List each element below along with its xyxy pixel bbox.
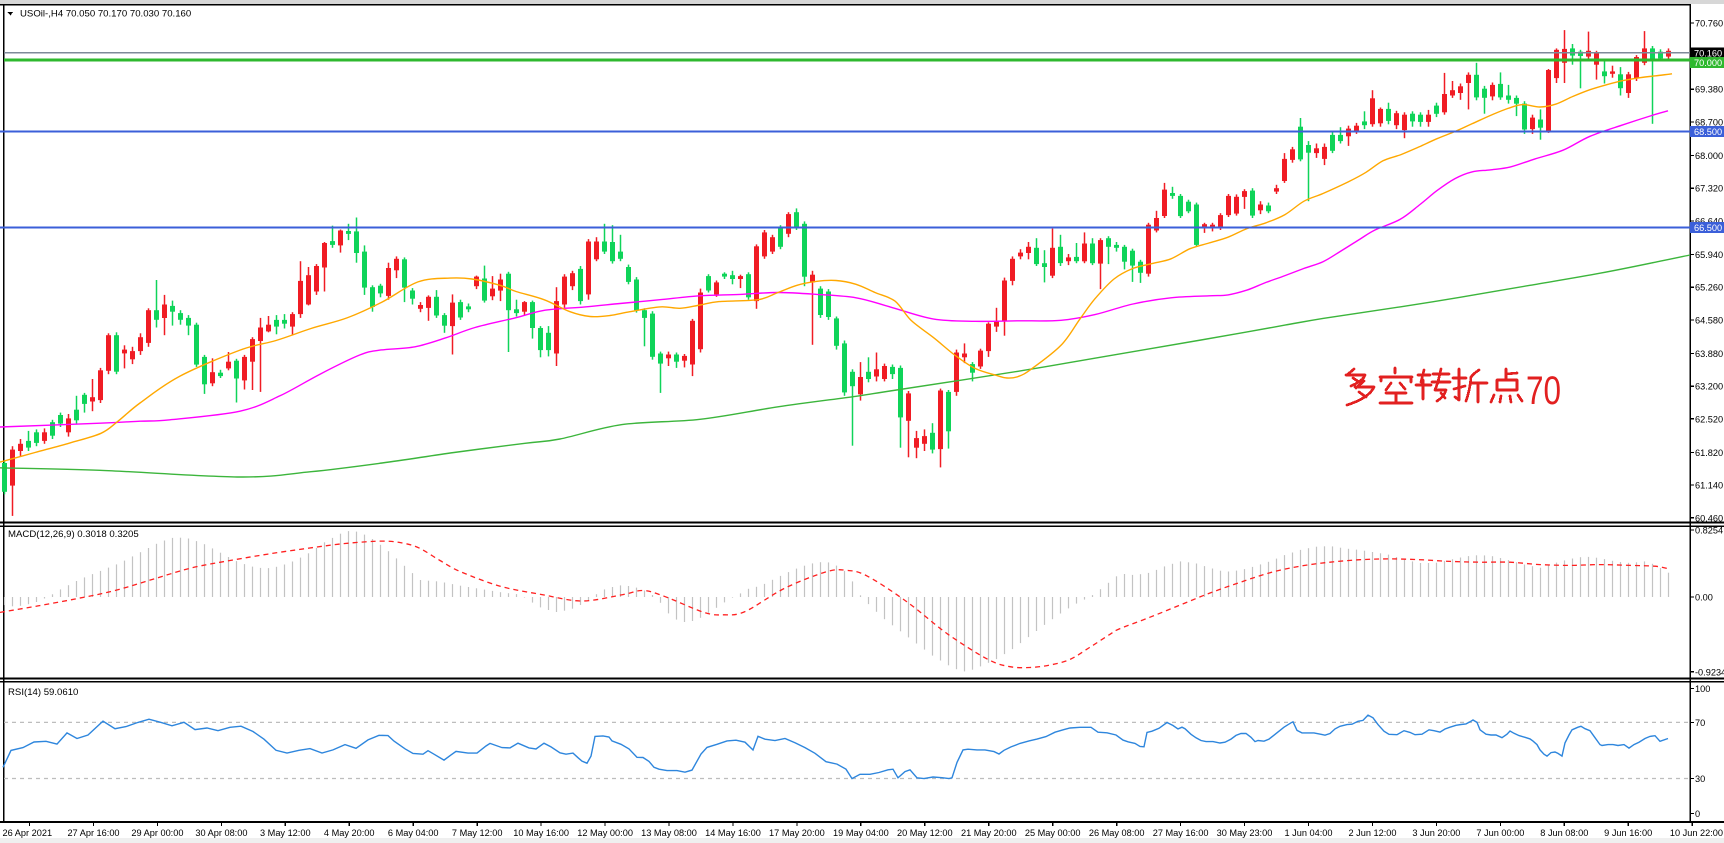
svg-text:69.380: 69.380 — [1695, 85, 1723, 95]
svg-text:70: 70 — [1695, 718, 1705, 728]
svg-text:MACD(12,26,9) 0.3018 0.3205: MACD(12,26,9) 0.3018 0.3205 — [8, 529, 139, 540]
svg-text:26 Apr 2021: 26 Apr 2021 — [3, 828, 53, 838]
svg-text:63.880: 63.880 — [1695, 349, 1723, 359]
svg-text:67.320: 67.320 — [1695, 184, 1723, 194]
svg-text:19 May 04:00: 19 May 04:00 — [833, 828, 889, 838]
svg-text:63.200: 63.200 — [1695, 382, 1723, 392]
svg-text:70.000: 70.000 — [1694, 58, 1722, 68]
svg-text:70.160: 70.160 — [1694, 49, 1722, 59]
svg-text:27 Apr 16:00: 27 Apr 16:00 — [67, 828, 119, 838]
svg-text:65.940: 65.940 — [1695, 250, 1723, 260]
svg-text:10 Jun 22:00: 10 Jun 22:00 — [1670, 828, 1723, 838]
svg-text:2 Jun 12:00: 2 Jun 12:00 — [1348, 828, 1396, 838]
svg-text:0.00: 0.00 — [1695, 593, 1713, 603]
svg-text:7 May 12:00: 7 May 12:00 — [452, 828, 503, 838]
svg-text:29 Apr 00:00: 29 Apr 00:00 — [131, 828, 183, 838]
svg-text:0.8254: 0.8254 — [1695, 526, 1723, 536]
svg-text:68.500: 68.500 — [1694, 127, 1722, 137]
svg-text:-0.9234: -0.9234 — [1695, 667, 1724, 677]
svg-text:14 May 16:00: 14 May 16:00 — [705, 828, 761, 838]
svg-text:21 May 20:00: 21 May 20:00 — [961, 828, 1017, 838]
svg-text:62.520: 62.520 — [1695, 414, 1723, 424]
svg-text:25 May 00:00: 25 May 00:00 — [1025, 828, 1081, 838]
svg-text:61.140: 61.140 — [1695, 481, 1723, 491]
svg-text:70.760: 70.760 — [1695, 18, 1723, 28]
svg-text:66.500: 66.500 — [1694, 223, 1722, 233]
svg-text:10 May 16:00: 10 May 16:00 — [513, 828, 569, 838]
svg-text:70: 70 — [1526, 369, 1561, 413]
svg-text:13 May 08:00: 13 May 08:00 — [641, 828, 697, 838]
svg-text:0: 0 — [1695, 809, 1700, 819]
svg-text:27 May 16:00: 27 May 16:00 — [1153, 828, 1209, 838]
svg-text:17 May 20:00: 17 May 20:00 — [769, 828, 825, 838]
svg-text:RSI(14) 59.0610: RSI(14) 59.0610 — [8, 687, 78, 698]
svg-text:30: 30 — [1695, 774, 1705, 784]
svg-text:60.460: 60.460 — [1695, 513, 1723, 523]
svg-text:8 Jun 08:00: 8 Jun 08:00 — [1540, 828, 1588, 838]
svg-text:3 May 12:00: 3 May 12:00 — [260, 828, 311, 838]
svg-text:4 May 20:00: 4 May 20:00 — [324, 828, 375, 838]
svg-text:1 Jun 04:00: 1 Jun 04:00 — [1284, 828, 1332, 838]
svg-text:65.260: 65.260 — [1695, 283, 1723, 293]
svg-text:66.640: 66.640 — [1695, 216, 1723, 226]
svg-text:9 Jun 16:00: 9 Jun 16:00 — [1604, 828, 1652, 838]
svg-text:61.820: 61.820 — [1695, 448, 1723, 458]
svg-text:12 May 00:00: 12 May 00:00 — [577, 828, 633, 838]
svg-text:6 May 04:00: 6 May 04:00 — [388, 828, 439, 838]
svg-text:USOil-,H4 70.050 70.170 70.03: USOil-,H4 70.050 70.170 70.030 70.160 — [20, 9, 191, 20]
svg-text:3 Jun 20:00: 3 Jun 20:00 — [1412, 828, 1460, 838]
svg-text:7 Jun 00:00: 7 Jun 00:00 — [1476, 828, 1524, 838]
svg-text:30 Apr 08:00: 30 Apr 08:00 — [195, 828, 247, 838]
svg-text:68.000: 68.000 — [1695, 151, 1723, 161]
svg-text:30 May 23:00: 30 May 23:00 — [1217, 828, 1273, 838]
svg-text:26 May 08:00: 26 May 08:00 — [1089, 828, 1145, 838]
svg-text:20 May 12:00: 20 May 12:00 — [897, 828, 953, 838]
svg-text:68.700: 68.700 — [1695, 117, 1723, 127]
svg-text:64.580: 64.580 — [1695, 315, 1723, 325]
svg-text:100: 100 — [1695, 684, 1710, 694]
